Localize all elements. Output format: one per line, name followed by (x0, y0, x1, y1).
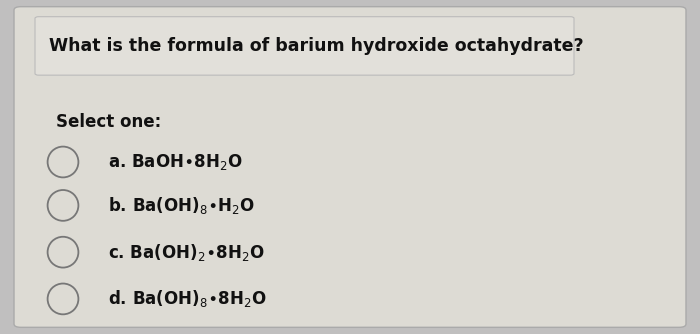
Text: b. Ba(OH)$_8$$\bullet$H$_2$O: b. Ba(OH)$_8$$\bullet$H$_2$O (108, 195, 256, 216)
Text: a. BaOH$\bullet$8H$_2$O: a. BaOH$\bullet$8H$_2$O (108, 152, 243, 172)
FancyBboxPatch shape (14, 7, 686, 327)
FancyBboxPatch shape (35, 17, 574, 75)
Text: c. Ba(OH)$_2$$\bullet$8H$_2$O: c. Ba(OH)$_2$$\bullet$8H$_2$O (108, 242, 265, 263)
Text: d. Ba(OH)$_8$$\bullet$8H$_2$O: d. Ba(OH)$_8$$\bullet$8H$_2$O (108, 289, 267, 309)
Text: Select one:: Select one: (56, 113, 161, 131)
Text: What is the formula of barium hydroxide octahydrate?: What is the formula of barium hydroxide … (49, 37, 584, 55)
